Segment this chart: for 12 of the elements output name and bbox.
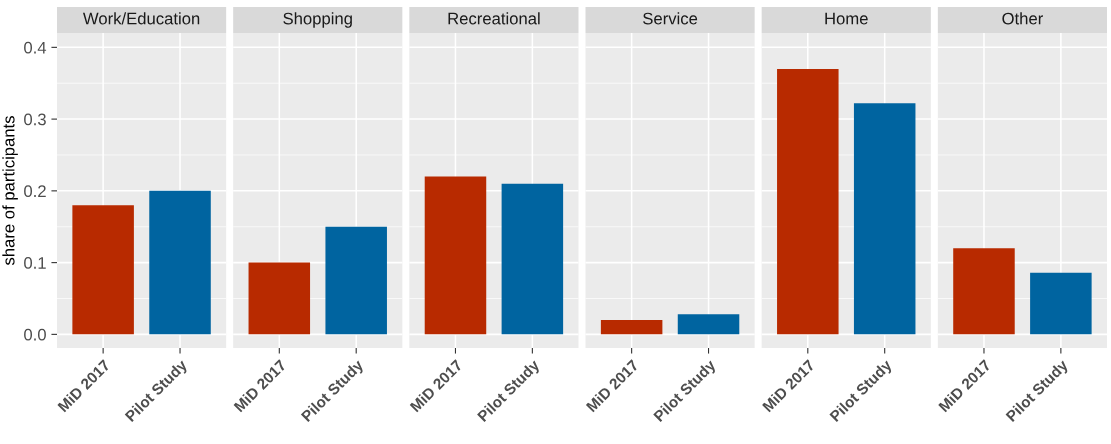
- y-tick-label: 0.0: [24, 328, 46, 341]
- chart-title: Home: [825, 12, 868, 25]
- chart-title: Other: [1002, 12, 1043, 25]
- y-tick-label: 0.1: [24, 257, 46, 269]
- y-tick-label: 0.2: [24, 185, 46, 198]
- y-axis-title: share of participants: [2, 116, 18, 266]
- chart-title: Shopping: [283, 12, 352, 28]
- chart-title: Work/Education: [82, 12, 200, 25]
- chart-title: Recreational: [448, 12, 540, 25]
- y-tick-label: 0.3: [24, 113, 46, 126]
- y-tick-label: 0.4: [24, 41, 47, 54]
- chart-title: Service: [643, 12, 698, 25]
